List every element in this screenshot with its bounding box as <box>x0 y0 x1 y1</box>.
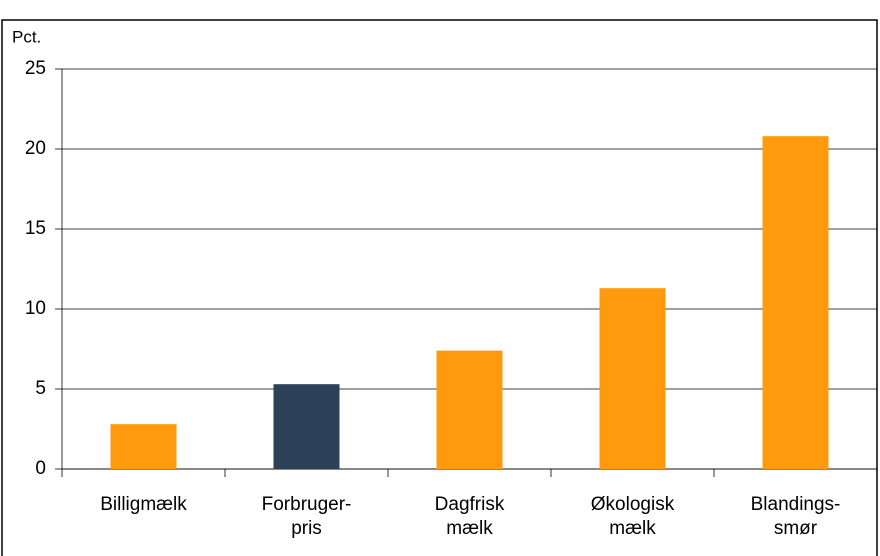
bar <box>273 384 340 469</box>
bar <box>110 424 177 469</box>
y-tick-label: 25 <box>25 58 46 79</box>
x-tick-label: Dagfrisk mælk <box>434 494 505 539</box>
frame <box>1 19 878 556</box>
bar <box>436 350 503 469</box>
y-tick-label: 20 <box>25 138 46 159</box>
x-tick-label: Billigmælk <box>100 494 187 515</box>
y-tick-label: 15 <box>25 218 46 239</box>
y-tick-label: 10 <box>25 298 46 319</box>
y-tick-label: 5 <box>35 378 46 399</box>
x-tick-label: Økologisk mælk <box>590 494 675 539</box>
x-tick-label: Blandings- smør <box>750 494 841 539</box>
bar <box>599 288 666 469</box>
x-tick-label: Forbruger- pris <box>261 494 352 539</box>
y-tick-label: 0 <box>35 458 46 479</box>
y-axis-label: Pct. <box>12 27 41 46</box>
bar <box>762 136 829 469</box>
